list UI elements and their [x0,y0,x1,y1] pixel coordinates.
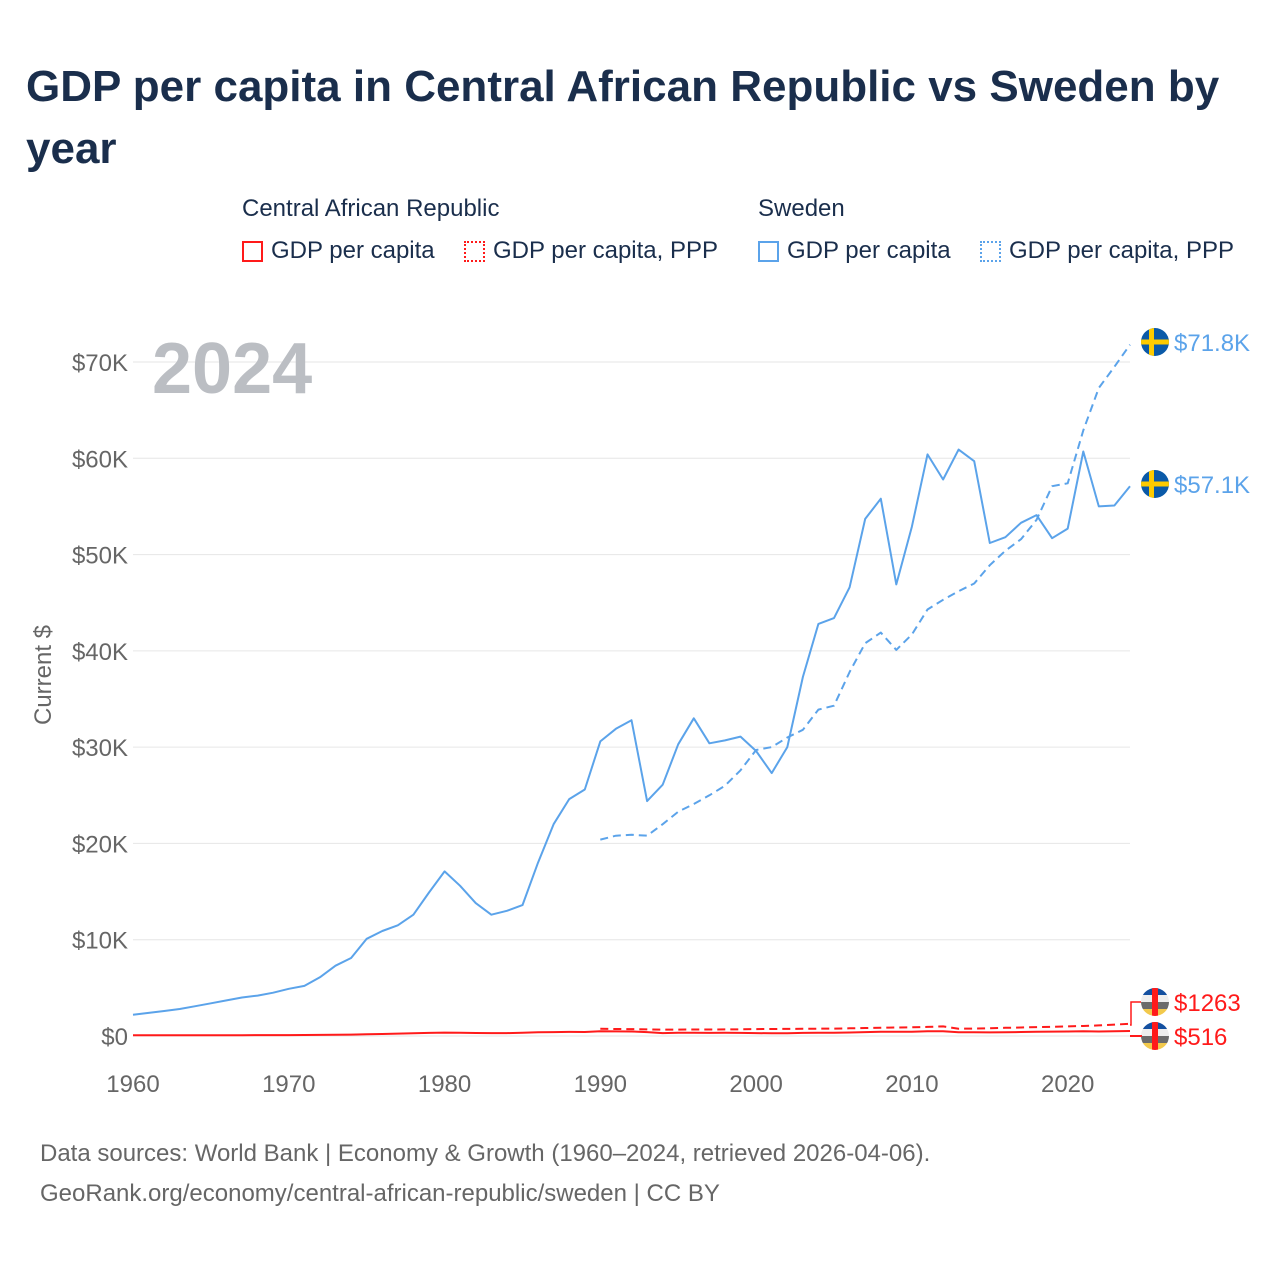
car-flag-icon [1141,1022,1169,1050]
series-line-1 [600,344,1131,841]
y-tick-label: $10K [72,928,128,955]
y-tick-label: $0 [101,1024,128,1051]
flag-vband [1152,1022,1158,1050]
flag-cross-h [1141,339,1169,345]
legend-group-sweden: Sweden [758,195,845,222]
y-tick-label: $40K [72,639,128,666]
flag-body [1141,988,1169,1016]
x-tick-label: 1970 [262,1071,315,1098]
y-tick-label: $50K [72,543,128,570]
x-tick-label: 1980 [418,1071,471,1098]
y-tick-label: $20K [72,831,128,858]
y-axis-label: Current $ [30,625,57,725]
x-tick-label: 1990 [574,1071,627,1098]
series-line-3 [600,1022,1131,1031]
year-label: 2024 [152,329,312,409]
flag-body [1141,470,1169,498]
flag-cross-h [1141,481,1169,487]
legend-label: GDP per capita [787,237,951,264]
legend-swatch [242,240,263,262]
legend-car-ppp[interactable]: GDP per capita, PPP [464,237,718,265]
end-label-swe_ppp: $71.8K [1174,330,1250,357]
series-line-2 [133,1030,1131,1037]
legend-swe-gdp[interactable]: GDP per capita [758,237,951,265]
legend-swatch [980,240,1001,262]
legend-swatch [758,240,779,262]
chart-title: GDP per capita in Central African Republ… [26,62,1220,173]
footer-sources: Data sources: World Bank | Economy & Gro… [40,1140,931,1167]
series-line-0 [132,448,1131,1016]
sweden-flag-icon [1141,328,1169,356]
connector [1130,1001,1141,1026]
footer-link[interactable]: GeoRank.org/economy/central-african-repu… [40,1180,720,1207]
sweden-flag-icon [1141,470,1169,498]
legend-car-gdp[interactable]: GDP per capita [242,237,435,265]
x-tick-label: 1960 [106,1071,159,1098]
y-tick-label: $60K [72,446,128,473]
end-label-swe_gdp: $57.1K [1174,472,1250,499]
flag-cross-v [1149,470,1154,498]
flag-cross-v [1149,328,1154,356]
end-label-car_ppp: $1263 [1174,990,1241,1017]
legend-label: GDP per capita [271,237,435,264]
legend-label: GDP per capita, PPP [1009,237,1234,264]
car-flag-icon [1141,988,1169,1016]
y-tick-label: $30K [72,735,128,762]
legend-swe-ppp[interactable]: GDP per capita, PPP [980,237,1234,265]
legend-swatch [464,240,485,262]
flag-body [1141,328,1169,356]
y-tick-label: $70K [72,350,128,377]
legend-group-car: Central African Republic [242,195,500,222]
x-tick-label: 2010 [885,1071,938,1098]
flag-vband [1152,988,1158,1016]
flag-body [1141,1022,1169,1050]
legend-label: GDP per capita, PPP [493,237,718,264]
x-tick-label: 2020 [1041,1071,1094,1098]
x-tick-label: 2000 [729,1071,782,1098]
end-label-car_gdp: $516 [1174,1024,1227,1051]
